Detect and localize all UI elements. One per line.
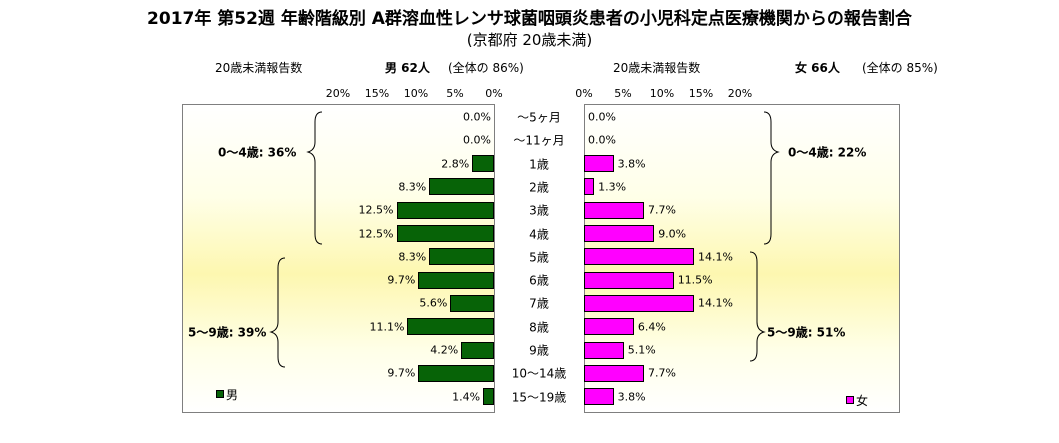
female-bar	[584, 364, 645, 382]
female-value-label: 11.5%	[677, 273, 713, 287]
female-value-label: 7.7%	[648, 203, 676, 217]
male-bar	[483, 388, 494, 406]
male-x-tick: 20%	[325, 87, 351, 100]
male-x-tick: 5%	[446, 87, 464, 100]
male-legend-swatch	[216, 390, 224, 398]
male-bar	[450, 294, 494, 312]
female-bar	[584, 155, 614, 173]
male-summary: 男 62人	[385, 61, 430, 75]
category-label: 4歳	[529, 227, 549, 241]
female-bar	[584, 318, 634, 336]
female-brace-0-4	[763, 111, 780, 245]
female-value-label: 3.8%	[617, 157, 646, 171]
male-value-label: 0.0%	[463, 133, 491, 147]
female-legend-swatch	[846, 396, 854, 404]
male-value-label: 1.4%	[452, 390, 481, 404]
female-value-label: 0.0%	[588, 133, 616, 147]
male-value-label: 4.2%	[430, 343, 459, 357]
male-share: (全体の 86%)	[448, 61, 524, 75]
male-value-label: 5.6%	[419, 296, 448, 310]
male-bar	[418, 364, 494, 382]
female-value-label: 14.1%	[697, 250, 733, 264]
female-group-0-4-label: 0〜4歳: 22%	[788, 145, 867, 160]
male-value-label: 12.5%	[358, 203, 394, 217]
female-bar	[584, 271, 674, 289]
female-value-label: 9.0%	[658, 227, 687, 240]
female-legend-label: 女	[856, 394, 869, 408]
category-label: 1歳	[529, 157, 549, 172]
category-label: 3歳	[529, 203, 549, 218]
male-bar	[429, 178, 494, 196]
male-bar	[472, 155, 494, 173]
female-value-label: 14.1%	[697, 296, 733, 310]
category-label: 7歳	[529, 296, 549, 311]
female-value-label: 6.4%	[637, 320, 666, 334]
male-value-label: 9.7%	[387, 273, 416, 287]
female-bar	[584, 294, 694, 312]
male-bar	[418, 271, 494, 289]
chart-title: 2017年 第52週 年齢階級別 A群溶血性レンサ球菌咽頭炎患者の小児科定点医療…	[147, 9, 912, 29]
female-bar	[584, 178, 595, 196]
male-value-label: 2.8%	[441, 157, 470, 171]
male-bar	[396, 225, 494, 242]
chart-subtitle: (京都府 20歳未満)	[466, 31, 593, 49]
female-value-label: 7.7%	[648, 366, 676, 380]
female-value-label: 3.8%	[617, 390, 646, 404]
female-brace-5-9	[749, 251, 766, 362]
male-value-label: 9.7%	[387, 366, 416, 380]
category-label: 〜5ヶ月	[517, 110, 561, 125]
female-bar	[584, 248, 694, 266]
male-group-5-9-label: 5〜9歳: 39%	[188, 325, 267, 340]
category-label: 5歳	[529, 250, 549, 265]
category-label: 10〜14歳	[511, 366, 567, 381]
male-group-0-4-label: 0〜4歳: 36%	[218, 145, 297, 160]
male-value-label: 11.1%	[369, 320, 405, 334]
female-value-label: 5.1%	[627, 343, 656, 357]
female-value-label: 0.0%	[588, 110, 616, 124]
female-bar	[584, 225, 655, 242]
male-bar	[407, 318, 494, 336]
male-brace-5-9	[269, 257, 286, 368]
male-x-tick: 0%	[485, 87, 503, 100]
male-bar	[429, 248, 494, 266]
category-label: 〜11ヶ月	[513, 133, 565, 148]
male-bar	[461, 341, 494, 359]
female-x-tick: 0%	[575, 87, 593, 100]
male-header-label: 20歳未満報告数	[215, 61, 303, 75]
male-value-label: 8.3%	[398, 180, 427, 194]
category-label: 9歳	[529, 343, 549, 358]
male-bar	[396, 201, 494, 219]
female-x-tick: 5%	[614, 87, 632, 100]
female-x-tick: 20%	[727, 87, 753, 100]
female-x-tick: 15%	[688, 87, 714, 100]
female-bar	[584, 341, 624, 359]
male-value-label: 12.5%	[358, 227, 394, 240]
category-label: 8歳	[529, 320, 549, 335]
male-value-label: 8.3%	[398, 250, 427, 264]
category-label: 2歳	[529, 180, 549, 195]
female-bar	[584, 201, 645, 219]
female-group-5-9-label: 5〜9歳: 51%	[767, 325, 846, 340]
female-summary: 女 66人	[795, 61, 840, 75]
female-share: (全体の 85%)	[862, 61, 938, 75]
male-x-tick: 10%	[403, 87, 429, 100]
female-x-tick: 10%	[649, 87, 675, 100]
male-brace-0-4	[306, 111, 323, 245]
female-value-label: 1.3%	[598, 180, 627, 194]
female-bar	[584, 388, 614, 406]
male-x-tick: 15%	[364, 87, 390, 100]
male-value-label: 0.0%	[463, 110, 491, 124]
category-label: 6歳	[529, 273, 549, 288]
category-label: 15〜19歳	[511, 390, 567, 405]
male-legend-label: 男	[226, 388, 239, 402]
female-header-label: 20歳未満報告数	[613, 61, 701, 75]
